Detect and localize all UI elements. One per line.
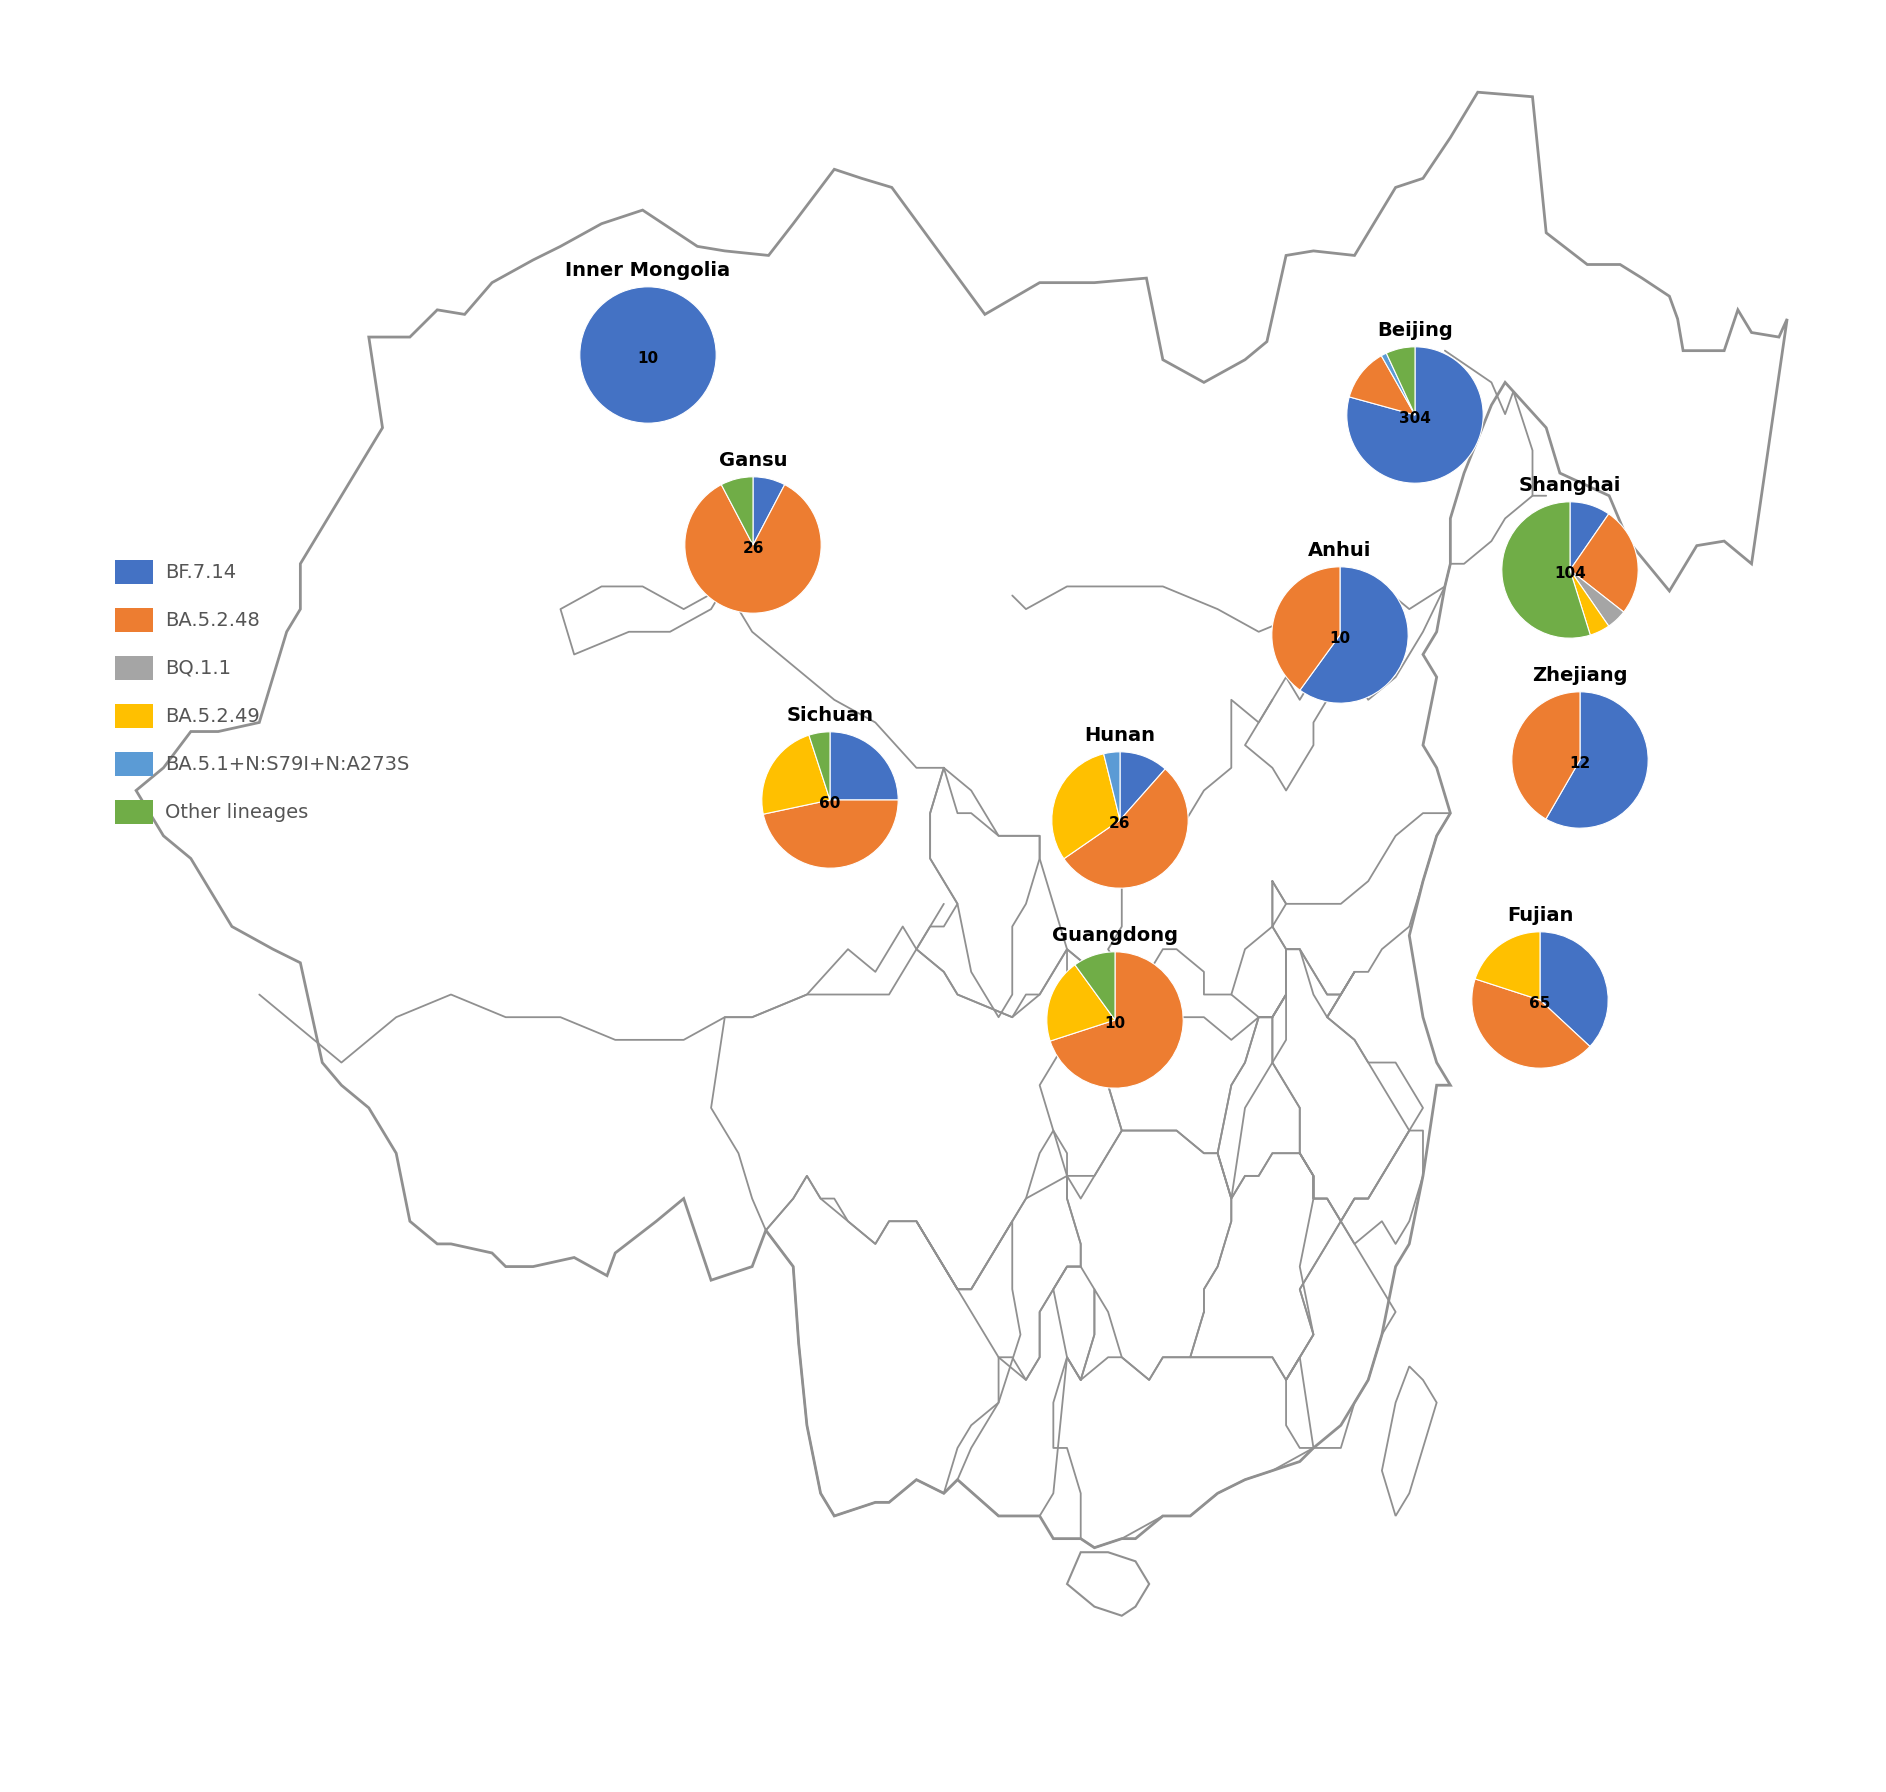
- Text: 10: 10: [1105, 1016, 1126, 1030]
- Wedge shape: [1569, 570, 1624, 625]
- Polygon shape: [136, 91, 1788, 1548]
- Text: BA.5.2.48: BA.5.2.48: [164, 611, 260, 629]
- Bar: [115, 753, 153, 776]
- Wedge shape: [1471, 978, 1590, 1068]
- Wedge shape: [1052, 754, 1120, 858]
- Wedge shape: [1348, 357, 1414, 416]
- Wedge shape: [1475, 932, 1541, 1000]
- Text: 104: 104: [1554, 566, 1586, 581]
- Polygon shape: [1382, 1366, 1437, 1516]
- Wedge shape: [1541, 932, 1609, 1047]
- Wedge shape: [753, 477, 785, 545]
- Wedge shape: [762, 735, 830, 814]
- Polygon shape: [1067, 1552, 1149, 1616]
- Wedge shape: [1501, 502, 1590, 638]
- Text: Hunan: Hunan: [1084, 726, 1156, 745]
- Wedge shape: [809, 731, 830, 799]
- Text: 10: 10: [1330, 631, 1350, 645]
- Wedge shape: [1075, 952, 1115, 1020]
- Text: 10: 10: [637, 351, 658, 366]
- Text: 304: 304: [1399, 410, 1431, 426]
- Text: 65: 65: [1530, 996, 1550, 1011]
- Wedge shape: [685, 484, 820, 613]
- Text: Sichuan: Sichuan: [786, 706, 873, 726]
- Wedge shape: [1271, 566, 1339, 690]
- Wedge shape: [1299, 566, 1409, 702]
- Wedge shape: [1064, 769, 1188, 889]
- Text: 12: 12: [1569, 756, 1590, 771]
- Text: 60: 60: [819, 796, 841, 812]
- Wedge shape: [1569, 502, 1609, 570]
- Wedge shape: [1547, 692, 1648, 828]
- Text: BA.5.2.49: BA.5.2.49: [164, 706, 260, 726]
- Text: 26: 26: [743, 541, 764, 556]
- Text: Shanghai: Shanghai: [1518, 477, 1622, 495]
- Wedge shape: [1513, 692, 1580, 819]
- Text: BQ.1.1: BQ.1.1: [164, 658, 230, 677]
- Bar: [115, 704, 153, 728]
- Text: Guangdong: Guangdong: [1052, 926, 1179, 944]
- Bar: [115, 559, 153, 584]
- Text: Fujian: Fujian: [1507, 907, 1573, 925]
- Wedge shape: [764, 799, 898, 867]
- Wedge shape: [1386, 348, 1414, 416]
- Wedge shape: [1103, 753, 1120, 821]
- Wedge shape: [1120, 753, 1166, 821]
- Text: Anhui: Anhui: [1309, 541, 1371, 559]
- Wedge shape: [830, 731, 898, 799]
- Wedge shape: [1347, 348, 1482, 484]
- Wedge shape: [1051, 952, 1183, 1088]
- Wedge shape: [720, 477, 753, 545]
- Text: Beijing: Beijing: [1377, 321, 1452, 340]
- Wedge shape: [1381, 353, 1414, 416]
- Wedge shape: [1047, 964, 1115, 1041]
- Text: BF.7.14: BF.7.14: [164, 563, 236, 581]
- Text: Inner Mongolia: Inner Mongolia: [566, 262, 730, 280]
- Text: Gansu: Gansu: [719, 452, 786, 470]
- Text: Other lineages: Other lineages: [164, 803, 307, 821]
- Wedge shape: [1569, 514, 1639, 613]
- Text: Zhejiang: Zhejiang: [1531, 667, 1628, 685]
- Bar: [115, 607, 153, 633]
- Wedge shape: [1569, 570, 1609, 634]
- Bar: [115, 656, 153, 679]
- Wedge shape: [579, 287, 717, 423]
- Text: 26: 26: [1109, 815, 1132, 831]
- Text: BA.5.1+N:S79I+N:A273S: BA.5.1+N:S79I+N:A273S: [164, 754, 409, 774]
- Bar: [115, 799, 153, 824]
